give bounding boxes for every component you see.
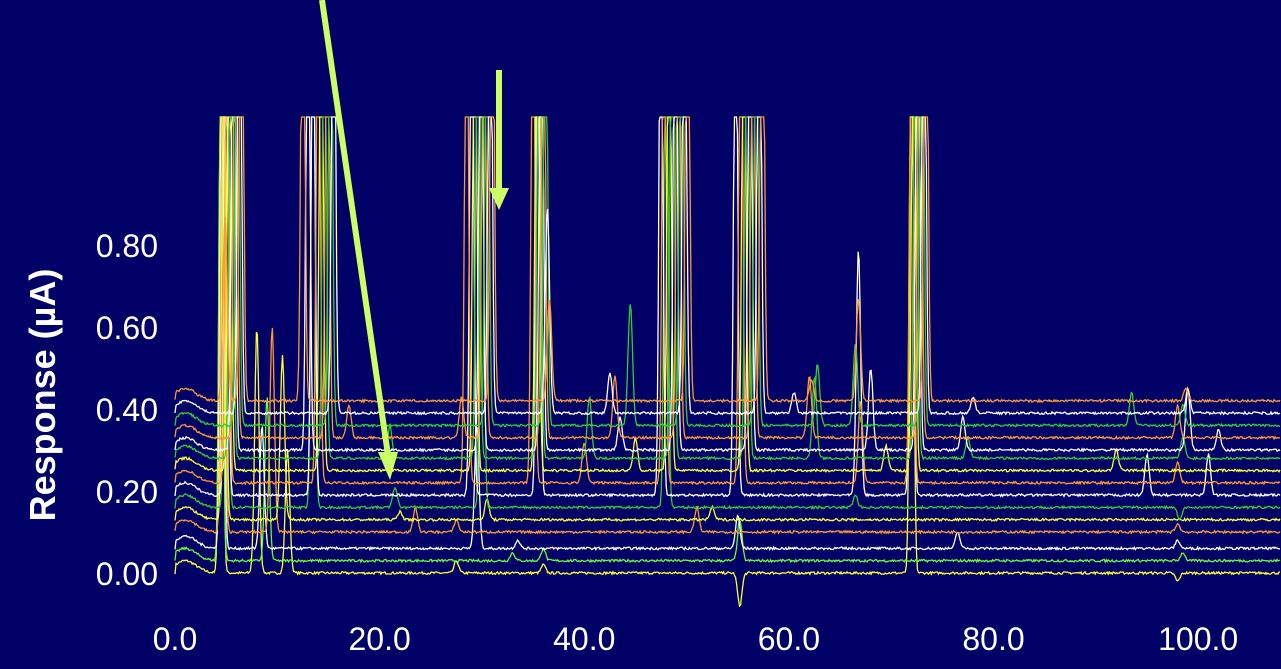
y-tick-label: 0.00 bbox=[96, 556, 158, 592]
trace-line bbox=[174, 116, 1281, 535]
y-tick-label: 0.80 bbox=[96, 228, 158, 264]
y-tick-label: 0.60 bbox=[96, 310, 158, 346]
trace-line bbox=[174, 116, 1281, 486]
y-tick-label: 0.20 bbox=[96, 474, 158, 510]
trace-line bbox=[174, 116, 1280, 552]
trace-line bbox=[174, 116, 1281, 608]
trace-group bbox=[174, 116, 1281, 608]
x-tick-label: 100.0 bbox=[1158, 621, 1238, 657]
trace-line bbox=[174, 116, 1281, 453]
trace-line bbox=[174, 116, 1281, 428]
y-tick-label: 0.40 bbox=[96, 392, 158, 428]
annotation-arrow-diagonal bbox=[319, 0, 398, 480]
y-axis-label: Response (µA) bbox=[22, 269, 63, 522]
trace-line bbox=[174, 116, 1281, 523]
trace-line bbox=[174, 116, 1281, 520]
x-tick-label: 60.0 bbox=[758, 621, 820, 657]
trace-line bbox=[174, 116, 1281, 461]
trace-line bbox=[174, 116, 1281, 404]
x-tick-label: 20.0 bbox=[348, 621, 410, 657]
trace-line bbox=[174, 116, 1281, 441]
x-tick-label: 80.0 bbox=[962, 621, 1024, 657]
y-tick-labels: 0.00 0.20 0.40 0.60 0.80 bbox=[96, 228, 158, 592]
trace-line bbox=[174, 116, 1281, 416]
trace-line bbox=[174, 116, 1281, 498]
annotation-arrow-vertical bbox=[489, 70, 509, 210]
x-tick-label: 0.0 bbox=[153, 621, 197, 657]
trace-line bbox=[174, 116, 1281, 474]
trace-line bbox=[174, 116, 1281, 564]
x-tick-labels: 0.0 20.0 40.0 60.0 80.0 100.0 bbox=[153, 621, 1238, 657]
x-tick-label: 40.0 bbox=[553, 621, 615, 657]
